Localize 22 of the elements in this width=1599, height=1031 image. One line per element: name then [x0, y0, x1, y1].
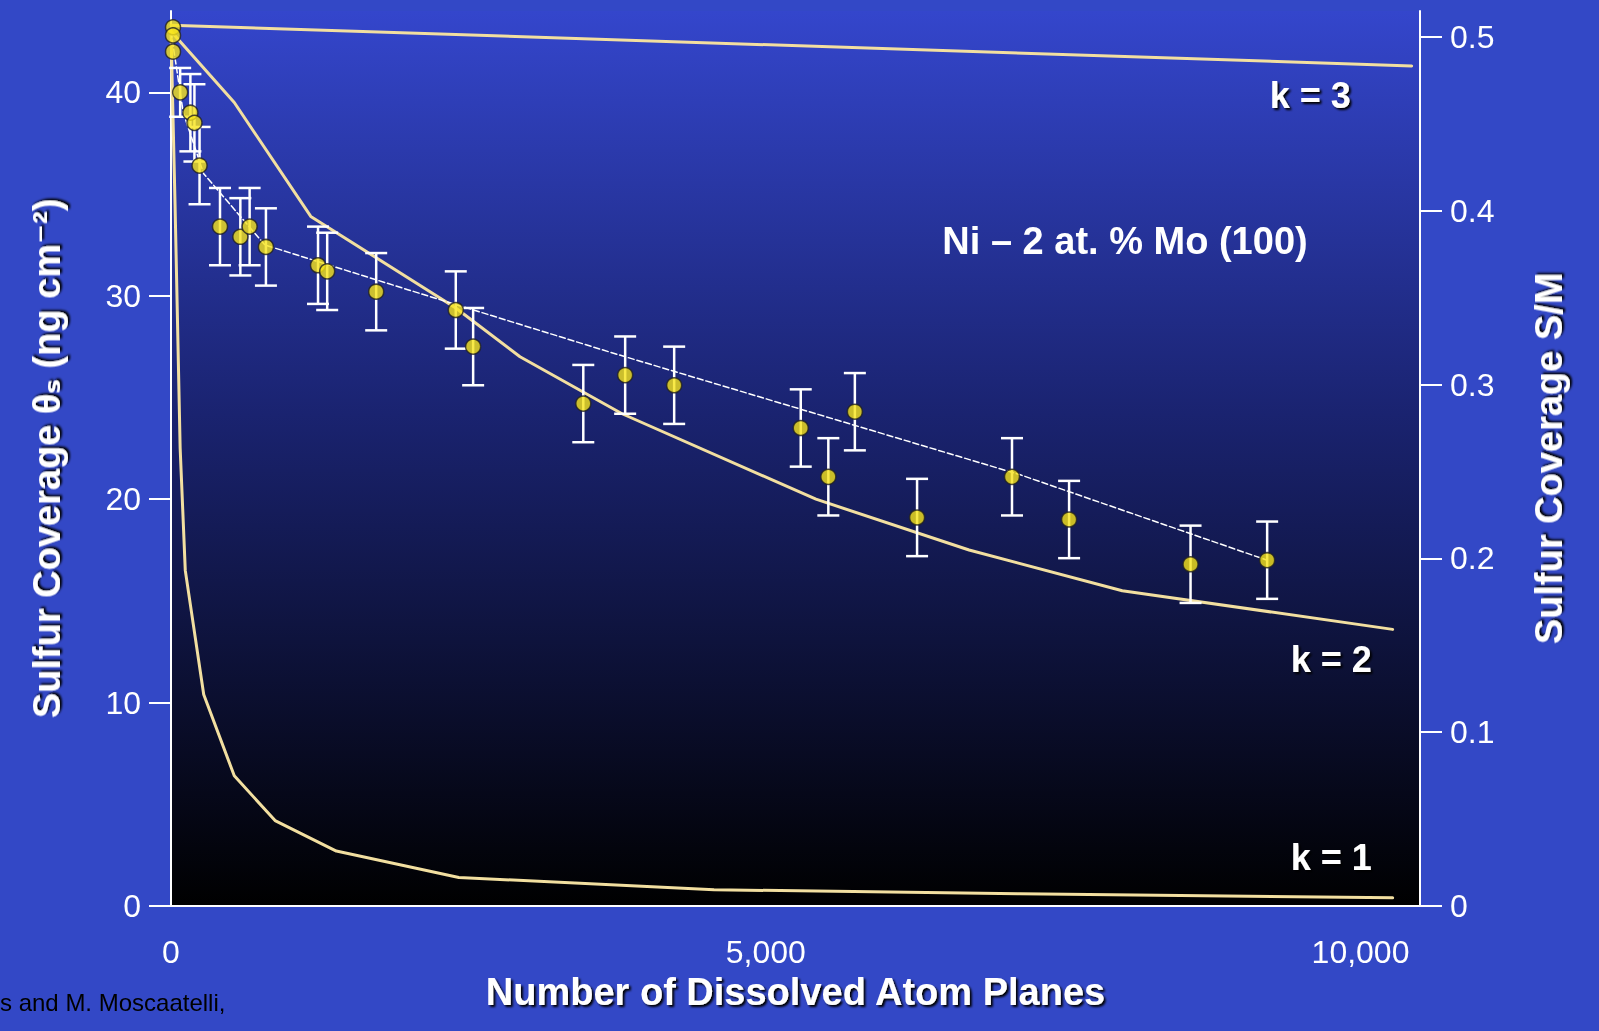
x-axis-title: Number of Dissolved Atom Planes [485, 970, 1106, 1013]
y-tick-label: 0 [123, 888, 141, 924]
text: s and M. Moscaatelli, [0, 988, 226, 1016]
y-tick-label: 40 [105, 74, 141, 111]
y2-tick-label: 0.3 [1450, 366, 1495, 403]
y2-tick-label: 0.2 [1450, 540, 1495, 577]
y2-tick-label: 0.1 [1450, 714, 1495, 751]
y-tick-label: 20 [105, 481, 141, 518]
x-tick-label: 5,000 [725, 934, 806, 970]
x-tick-label: 10,000 [1311, 934, 1410, 970]
y2-axis-title: Sulfur Coverage S/M [1528, 272, 1570, 645]
y-tick-label: 30 [105, 277, 141, 314]
x-tick-label: 0 [162, 934, 180, 970]
series-label: k = 1 [1290, 837, 1372, 879]
y-tick-label: 10 [105, 684, 141, 721]
series-label: k = 3 [1269, 75, 1351, 117]
annotation: Ni – 2 at. % Mo (100) [942, 220, 1308, 262]
y2-tick-label: 0 [1450, 888, 1468, 924]
y-axis-title: Sulfur Coverage θₛ (ng cm⁻²) [26, 198, 68, 719]
y2-tick-label: 0.5 [1450, 19, 1495, 56]
series-label: k = 2 [1290, 638, 1372, 680]
y2-tick-label: 0.4 [1450, 192, 1495, 229]
